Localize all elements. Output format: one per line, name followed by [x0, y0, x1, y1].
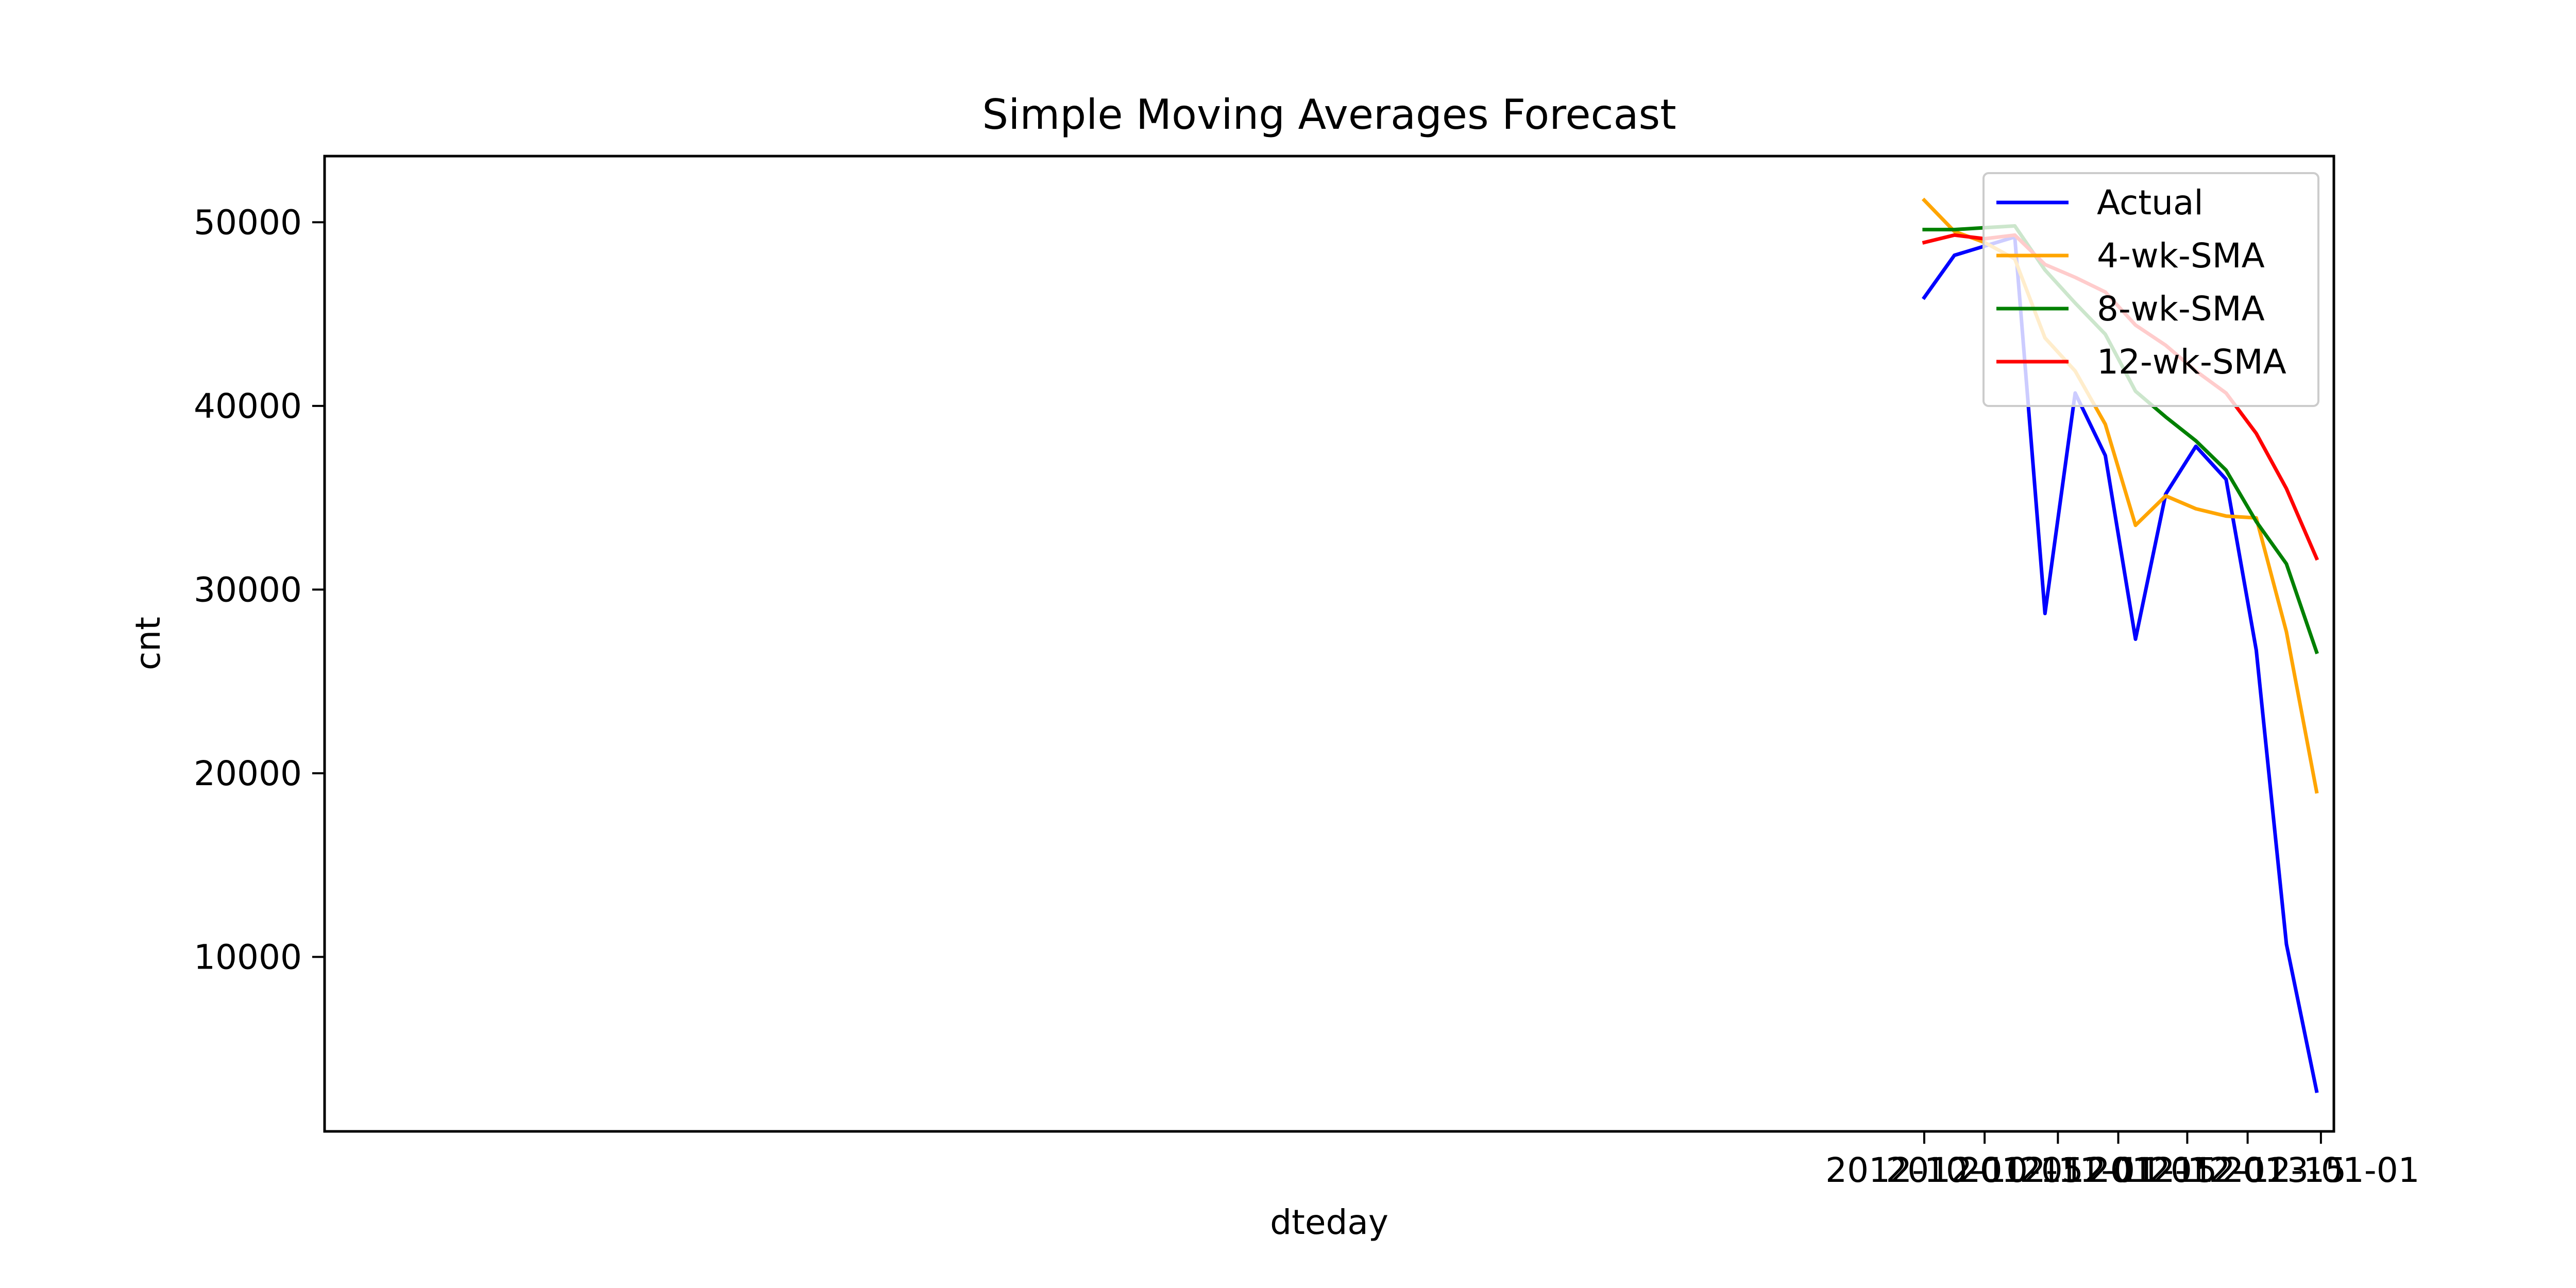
x-tick-label: 2012-12-15 [2149, 1150, 2347, 1190]
y-tick-label: 10000 [194, 937, 302, 977]
axes: 2012-10-012012-10-152012-11-012012-11-15… [194, 202, 2420, 1190]
legend-box [1982, 172, 2319, 407]
x-axis-label: dteday [1270, 1202, 1388, 1242]
x-tick-label: 2012-10-01 [1825, 1150, 2023, 1190]
y-tick-label: 20000 [194, 754, 302, 793]
legend-label: 4-wk-SMA [2097, 236, 2265, 276]
y-tick-label: 50000 [194, 202, 302, 242]
legend-label: 8-wk-SMA [2097, 289, 2265, 329]
x-tick-label: 2012-10-15 [1886, 1150, 2083, 1190]
x-tick-label: 2012-11-15 [2020, 1150, 2217, 1190]
x-tick-label: 2012-12-01 [2089, 1150, 2286, 1190]
x-tick-label: 2012-11-01 [1959, 1150, 2157, 1190]
y-tick-label: 30000 [194, 570, 302, 609]
plot-frame [323, 155, 2335, 1133]
x-tick-label: 2013-01-01 [2222, 1150, 2420, 1190]
y-axis-label: cnt [128, 617, 168, 670]
legend-label: Actual [2097, 183, 2204, 223]
legend-label: 12-wk-SMA [2097, 342, 2286, 382]
y-tick-label: 40000 [194, 386, 302, 426]
chart-title: Simple Moving Averages Forecast [982, 91, 1676, 139]
legend: Actual 4-wk-SMA 8-wk-SMA 12-wk-SMA [1982, 172, 2319, 407]
